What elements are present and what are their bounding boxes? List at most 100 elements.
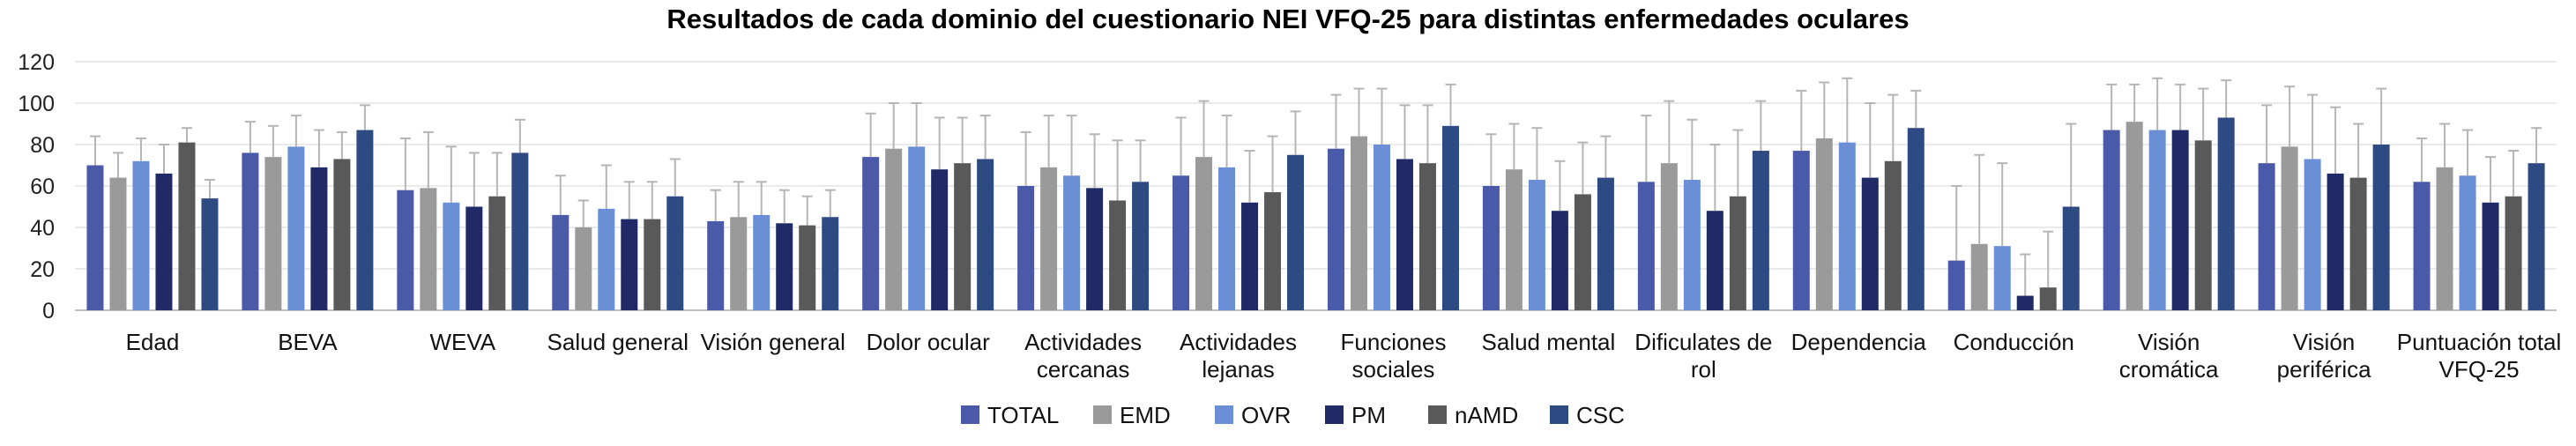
bar [753,214,771,310]
bar [1907,128,1925,310]
bar [908,146,926,310]
bar [1884,160,1902,310]
bar [1418,163,1436,310]
bar [1132,182,1150,310]
bar [1327,148,1344,310]
bar [1993,246,2011,310]
bar [1970,243,1988,310]
legend-swatch [1215,405,1233,424]
bar [1040,167,1058,310]
x-tick-label: rol [1691,356,1716,383]
bar [707,220,725,310]
bar [621,219,638,310]
bar [2103,130,2120,310]
x-tick-label: cercanas [1037,356,1130,383]
x-tick-label: Visión [2293,329,2355,355]
bar [2281,146,2298,310]
x-tick-label: periférica [2277,356,2371,383]
legend-swatch [1093,405,1112,424]
x-tick-label: Salud general [547,329,689,355]
bar [2217,117,2235,310]
x-tick-label: Puntuación total [2397,329,2561,355]
bar [2459,175,2476,310]
chart-title: Resultados de cada dominio del cuestiona… [666,4,1909,34]
bar [2258,163,2275,310]
bar [552,214,570,310]
bar [1551,211,1568,310]
grid-layer [75,61,2557,311]
bar [356,130,374,310]
bar [1660,163,1678,310]
bar [1350,136,1367,310]
bar [2413,182,2431,310]
bar [488,196,506,310]
bar [2372,145,2390,310]
legend-label: TOTAL [987,402,1059,428]
bar [264,157,282,310]
axis-layer: 0 20 40 60 80 100 120 Edad BEVA WEVA Salud general… [18,50,2561,383]
x-tick-label: Actividades [1024,329,1142,355]
bar [1218,167,1236,310]
bar [822,217,839,310]
bar [977,159,994,310]
bar [2126,122,2143,310]
bar [1838,142,1856,310]
bar [666,196,684,310]
bar [333,159,351,310]
bar [201,198,219,310]
bar [2171,130,2189,310]
legend-swatch [1550,405,1568,424]
legend-swatch [1325,405,1344,424]
bar [1574,194,1591,310]
legend: TOTAL EMD OVR PM nAMD CSC [961,402,1625,428]
x-tick-label: Dolor ocular [867,329,991,355]
x-tick-label: Dependencia [1791,329,1927,355]
bar [109,177,127,310]
bar [86,165,104,310]
x-tick-label: Salud mental [1482,329,1616,355]
bar [1729,196,1746,310]
bar [1017,186,1035,310]
y-tick-label: 120 [18,50,55,75]
y-tick-label: 40 [30,216,55,241]
bar [954,163,972,310]
legend-label: nAMD [1455,402,1518,428]
x-tick-label: Visión [2138,329,2200,355]
bar [1815,138,1833,310]
legend-swatch [961,405,979,424]
bar [799,225,816,310]
bar [644,219,661,310]
bar [1173,175,1190,310]
bar [1441,125,1459,310]
bar [1792,151,1810,310]
bar [1706,211,1724,310]
bar [598,208,615,310]
bar [1109,200,1127,310]
legend-label: EMD [1120,402,1171,428]
bar [2436,167,2453,310]
bar [2016,295,2034,310]
y-tick-label: 60 [30,175,55,199]
bar [575,227,592,310]
bar [1063,175,1081,310]
bar [465,206,483,310]
bar [310,167,328,310]
bar [511,152,529,310]
x-tick-label: Edad [126,329,180,355]
bar [2304,159,2321,310]
bar [2194,140,2212,310]
y-tick-label: 0 [42,299,55,323]
bar [2505,196,2522,310]
bar [2148,130,2166,310]
bar [132,160,150,310]
bar [1396,159,1413,310]
y-tick-label: 80 [30,133,55,158]
legend-swatch [1428,405,1447,424]
bar [1482,186,1500,310]
y-tick-label: 100 [18,92,55,116]
bar [1373,145,1390,310]
x-tick-label: sociales [1352,356,1435,383]
bar [1752,151,1769,310]
bar [420,188,437,310]
